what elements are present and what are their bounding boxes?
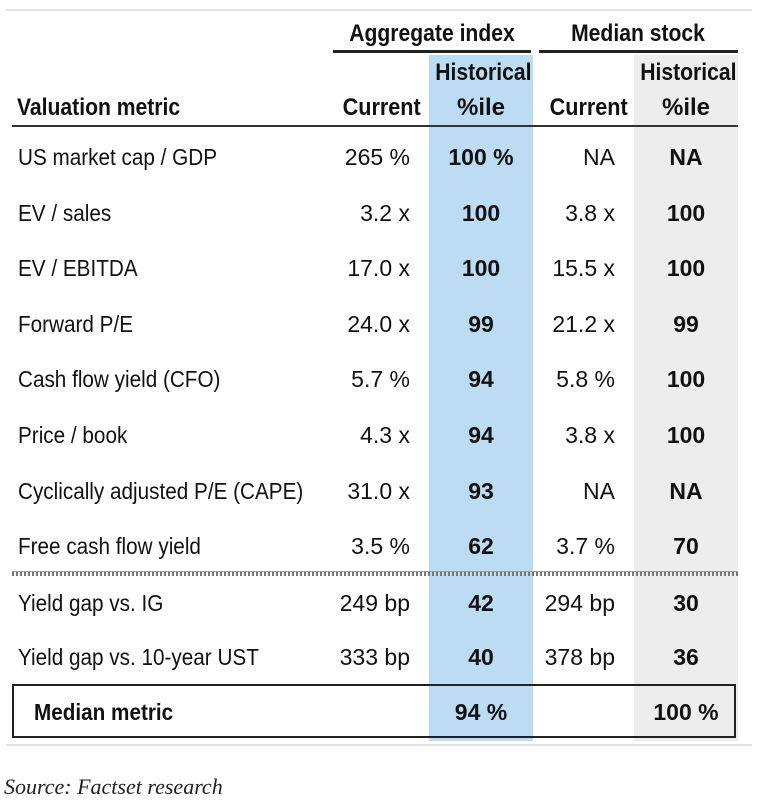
metric-label: Yield gap vs. 10-year UST	[18, 644, 259, 670]
table-row: Cash flow yield (CFO) 5.7 % 94 5.8 % 100	[0, 359, 757, 399]
top-border	[6, 9, 752, 11]
group-underline-median	[539, 50, 738, 53]
agg-current-value: 31.0 x	[347, 478, 410, 504]
med-current-value: 5.8 %	[556, 366, 615, 392]
agg-percentile-value: 93	[468, 478, 494, 504]
metric-label: Price / book	[18, 422, 128, 448]
bottom-border	[6, 744, 752, 746]
header-med-current: Current	[549, 94, 628, 121]
source-note: Source: Factset research	[4, 774, 223, 799]
metric-label: Forward P/E	[18, 311, 134, 337]
agg-current-value: 3.2 x	[360, 200, 410, 226]
med-percentile-value: 100	[666, 200, 706, 226]
med-percentile-value: 100	[666, 255, 706, 281]
med-current-value: 3.8 x	[565, 422, 615, 448]
med-percentile-value: NA	[669, 478, 703, 504]
header-agg-historical: Historical	[435, 59, 532, 86]
group-header-median: Median stock	[571, 20, 705, 47]
median-percentile-shading	[634, 55, 738, 741]
agg-current-value: 3.5 %	[351, 533, 410, 559]
metric-label: Free cash flow yield	[18, 533, 201, 559]
med-current-value: 21.2 x	[552, 311, 615, 337]
med-current-value: 294 bp	[544, 590, 615, 616]
agg-current-value: 249 bp	[339, 590, 410, 616]
table-row: Yield gap vs. 10-year UST 333 bp 40 378 …	[0, 637, 757, 677]
metric-label: EV / sales	[18, 200, 112, 226]
median-metric-box	[12, 684, 736, 738]
agg-percentile-value: 94	[468, 422, 494, 448]
agg-current-value: 333 bp	[339, 644, 410, 670]
med-percentile-value: 70	[673, 533, 699, 559]
header-med-percentile: %ile	[661, 94, 711, 121]
group-header-aggregate: Aggregate index	[349, 20, 515, 47]
table-row: EV / sales 3.2 x 100 3.8 x 100	[0, 193, 757, 233]
med-percentile-value: 100	[666, 422, 706, 448]
agg-percentile-value: 42	[468, 590, 494, 616]
aggregate-percentile-shading	[429, 55, 533, 741]
agg-current-value: 5.7 %	[351, 366, 410, 392]
header-rule	[12, 125, 738, 127]
med-percentile-value: 30	[673, 590, 699, 616]
agg-percentile-value: 40	[468, 644, 494, 670]
metric-label: Yield gap vs. IG	[18, 590, 164, 616]
agg-percentile-value: 100	[461, 200, 501, 226]
med-current-value: NA	[583, 144, 615, 170]
agg-percentile-value: 94	[468, 366, 494, 392]
table-row: EV / EBITDA 17.0 x 100 15.5 x 100	[0, 248, 757, 288]
med-current-value: 3.8 x	[565, 200, 615, 226]
dotted-separator	[12, 571, 738, 576]
med-percentile-value: NA	[669, 144, 703, 170]
med-current-value: 15.5 x	[552, 255, 615, 281]
med-percentile-value: 100	[666, 366, 706, 392]
header-valuation-metric: Valuation metric	[17, 94, 181, 121]
agg-current-value: 24.0 x	[347, 311, 410, 337]
metric-label: Cash flow yield (CFO)	[18, 366, 221, 392]
agg-percentile-value: 62	[468, 533, 494, 559]
metric-label: US market cap / GDP	[18, 144, 218, 170]
med-current-value: 378 bp	[544, 644, 615, 670]
table-row: Yield gap vs. IG 249 bp 42 294 bp 30	[0, 583, 757, 623]
table-row: Forward P/E 24.0 x 99 21.2 x 99	[0, 304, 757, 344]
metric-label: Cyclically adjusted P/E (CAPE)	[18, 478, 304, 504]
table-row: US market cap / GDP 265 % 100 % NA NA	[0, 137, 757, 177]
agg-current-value: 17.0 x	[347, 255, 410, 281]
median-agg-percentile: 94 %	[454, 699, 508, 725]
agg-percentile-value: 99	[468, 311, 494, 337]
table-row: Price / book 4.3 x 94 3.8 x 100	[0, 415, 757, 455]
agg-percentile-value: 100 %	[448, 144, 514, 170]
med-current-value: NA	[583, 478, 615, 504]
med-current-value: 3.7 %	[556, 533, 615, 559]
metric-label: EV / EBITDA	[18, 255, 138, 281]
med-percentile-value: 99	[673, 311, 699, 337]
med-percentile-value: 36	[673, 644, 699, 670]
table-row: Free cash flow yield 3.5 % 62 3.7 % 70	[0, 526, 757, 566]
header-agg-percentile: %ile	[456, 94, 506, 121]
agg-current-value: 265 %	[344, 144, 410, 170]
agg-current-value: 4.3 x	[360, 422, 410, 448]
agg-percentile-value: 100	[461, 255, 501, 281]
median-metric-label: Median metric	[34, 699, 174, 725]
header-med-historical: Historical	[640, 59, 737, 86]
group-underline-aggregate	[333, 50, 531, 53]
table-row: Cyclically adjusted P/E (CAPE) 31.0 x 93…	[0, 471, 757, 511]
median-med-percentile: 100 %	[653, 699, 719, 725]
header-agg-current: Current	[342, 94, 421, 121]
median-metric-row: Median metric 94 % 100 %	[0, 692, 757, 732]
